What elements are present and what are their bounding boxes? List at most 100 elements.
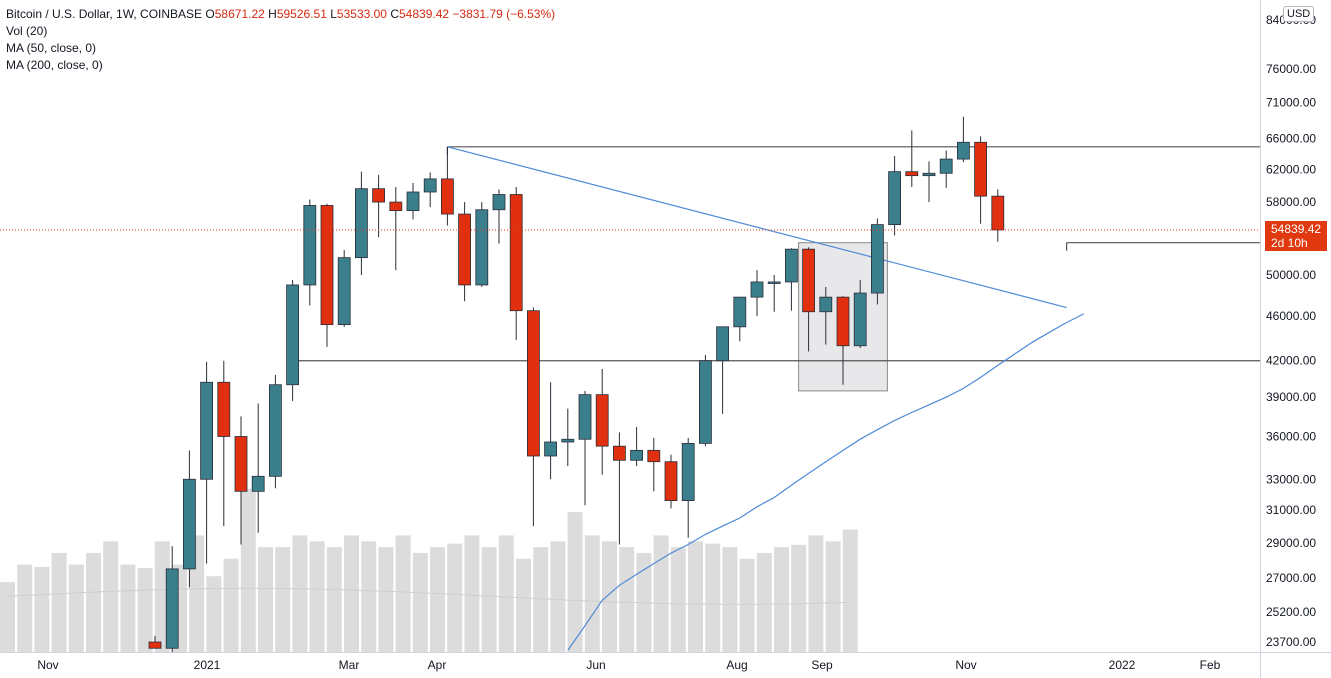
volume-bar <box>619 547 635 652</box>
candle-down <box>234 436 248 492</box>
candle-down <box>372 188 386 203</box>
candle-up <box>165 568 179 649</box>
candle-up <box>939 158 953 174</box>
price-tick-label: 25200.00 <box>1266 605 1316 619</box>
current-price-value: 54839.42 <box>1271 222 1322 236</box>
volume-bar <box>137 568 153 652</box>
candle-down <box>647 449 661 463</box>
candle-up <box>853 292 867 347</box>
candle-up <box>630 449 643 461</box>
volume-bar <box>34 566 50 652</box>
volume-bar <box>481 547 497 652</box>
chart-legend: Bitcoin / U.S. Dollar, 1W, COINBASE O586… <box>6 6 555 74</box>
candle-down <box>320 205 334 326</box>
volume-bar <box>602 541 617 652</box>
price-tick-label: 46000.00 <box>1266 309 1316 323</box>
candle-up <box>268 384 282 477</box>
high-label: H <box>268 7 277 21</box>
volume-bar <box>584 535 600 652</box>
volume-bar <box>464 535 480 652</box>
volume-bar <box>791 544 807 652</box>
volume-bar <box>120 564 136 652</box>
candle-up <box>561 438 575 443</box>
volume-indicator-label[interactable]: Vol (20) <box>6 24 48 38</box>
volume-bar <box>739 558 755 652</box>
candle-up <box>200 381 214 480</box>
volume-bar <box>361 541 377 652</box>
candle-up <box>423 178 437 193</box>
volume-bar <box>395 535 411 652</box>
horizontal-levels <box>292 146 1260 369</box>
volume-bar <box>344 535 359 652</box>
ohlc-row: Bitcoin / U.S. Dollar, 1W, COINBASE O586… <box>6 6 555 23</box>
time-tick-label: Mar <box>339 658 360 672</box>
price-tick-label: 76000.00 <box>1266 62 1316 76</box>
price-tick-label: 71000.00 <box>1266 96 1316 110</box>
price-tick-label: 50000.00 <box>1266 268 1316 282</box>
volume-bar <box>722 547 738 652</box>
candle-up <box>785 248 798 283</box>
candle-up <box>578 394 592 440</box>
low-value: 53533.00 <box>336 7 387 21</box>
volume-bar <box>808 535 824 652</box>
candle-up <box>871 224 884 294</box>
candles <box>148 116 1005 653</box>
time-tick-label: 2021 <box>194 658 221 672</box>
volume-bar <box>705 543 721 652</box>
open-value: 58671.22 <box>214 7 265 21</box>
price-tick-label: 36000.00 <box>1266 430 1316 444</box>
candle-down <box>664 461 678 501</box>
candle-down <box>974 141 987 197</box>
currency-button[interactable]: USD <box>1283 6 1315 22</box>
volume-bars <box>0 488 858 652</box>
volume-bar <box>258 547 273 652</box>
volume-bar <box>206 576 222 652</box>
price-tick-label: 31000.00 <box>1266 503 1316 517</box>
volume-bar <box>688 541 703 652</box>
volume-bar <box>498 535 514 652</box>
candle-down <box>148 641 162 649</box>
price-tick-label: 27000.00 <box>1266 571 1316 585</box>
candle-up <box>492 194 506 211</box>
candle-down <box>440 178 454 215</box>
volume-bar <box>326 547 342 652</box>
candle-up <box>733 296 747 328</box>
candle-up <box>354 188 368 259</box>
volume-bar <box>516 558 531 652</box>
candle-down <box>613 445 626 461</box>
time-tick-label: Apr <box>428 658 447 672</box>
close-value: 54839.42 <box>399 7 450 21</box>
volume-bar <box>412 552 428 652</box>
time-tick-label: Nov <box>37 658 58 672</box>
volume-bar <box>756 552 772 652</box>
time-tick-label: Sep <box>811 658 833 672</box>
volume-bar <box>670 547 686 652</box>
volume-bar <box>533 547 549 652</box>
volume-bar <box>550 541 566 652</box>
price-tick-label: 66000.00 <box>1266 132 1316 146</box>
price-tick-label: 42000.00 <box>1266 354 1316 368</box>
close-label: C <box>390 7 399 21</box>
trendline <box>447 146 1067 309</box>
trendline-segment <box>447 146 1067 309</box>
volume-bar <box>0 582 15 652</box>
candle-up <box>337 257 351 326</box>
ma50-indicator-label[interactable]: MA (50, close, 0) <box>6 41 97 55</box>
candle-up <box>251 475 265 492</box>
ma200-indicator-label[interactable]: MA (200, close, 0) <box>6 58 103 72</box>
volume-bar <box>430 547 445 652</box>
volume-ma-line <box>6 587 850 605</box>
price-tick-label: 58000.00 <box>1266 195 1316 209</box>
time-axis[interactable]: Nov 2021 Mar Apr Jun Aug Sep Nov 2022 Feb <box>37 658 1220 672</box>
price-tick-label: 39000.00 <box>1266 390 1316 404</box>
price-tick-label: 29000.00 <box>1266 536 1316 550</box>
ma50-line <box>567 313 1085 651</box>
open-label: O <box>205 7 215 21</box>
volume-bar <box>275 547 291 652</box>
candle-up <box>406 191 420 212</box>
price-axis[interactable]: 84000.0076000.0071000.0066000.0062000.00… <box>1266 13 1316 649</box>
volume-bar <box>51 552 67 652</box>
volume-bar <box>309 541 325 652</box>
time-tick-label: Nov <box>955 658 976 672</box>
